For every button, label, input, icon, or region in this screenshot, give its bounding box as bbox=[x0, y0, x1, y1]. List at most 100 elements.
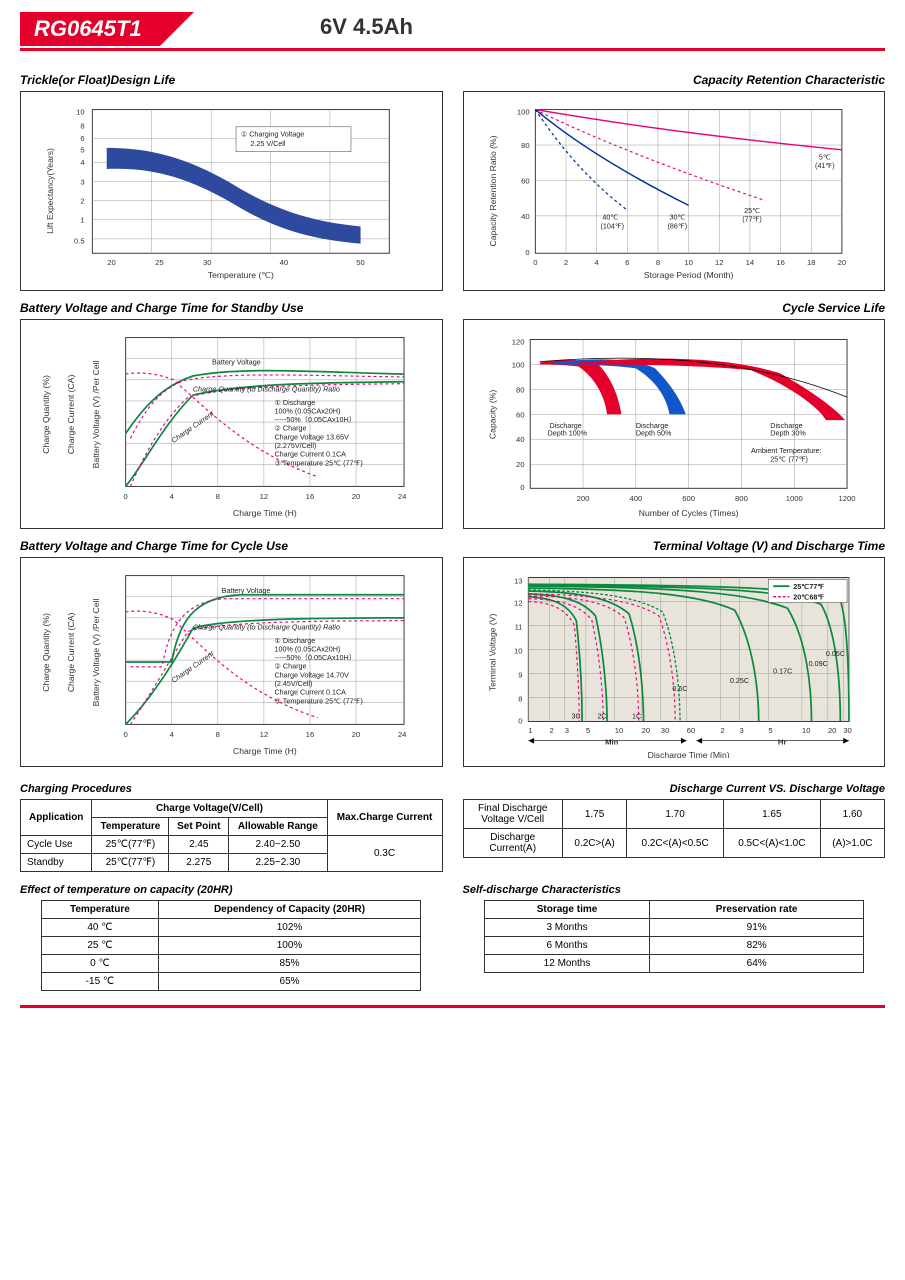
selfdischarge-block: Self-discharge Characteristics Storage t… bbox=[463, 878, 886, 991]
temp-effect-block: Effect of temperature on capacity (20HR)… bbox=[20, 878, 443, 991]
xtick: 30 bbox=[203, 258, 212, 267]
svg-text:5℃: 5℃ bbox=[818, 153, 830, 161]
table-row: 6 Months82% bbox=[484, 937, 863, 955]
ytick: 120 bbox=[511, 337, 524, 346]
ytick: 20 bbox=[515, 460, 524, 469]
svg-text:3C: 3C bbox=[571, 712, 580, 721]
terminal-title: Terminal Voltage (V) and Discharge Time bbox=[463, 539, 886, 553]
svg-text:25℃: 25℃ bbox=[744, 207, 760, 215]
cyclelife-section: Cycle Service Life DischargeDepth 100% D… bbox=[463, 301, 886, 529]
model-badge: RG0645T1 bbox=[20, 12, 160, 46]
svg-text:1: 1 bbox=[528, 726, 532, 735]
header-underline bbox=[20, 48, 885, 51]
svg-text:2: 2 bbox=[720, 726, 724, 735]
page-root: RG0645T1 6V 4.5Ah Trickle(or Float)Desig… bbox=[0, 0, 905, 1018]
ytick: 4 bbox=[80, 158, 85, 167]
ytick: 13 bbox=[514, 576, 523, 585]
selfdischarge-table: Storage timePreservation rate 3 Months91… bbox=[484, 900, 864, 973]
header-bar: RG0645T1 6V 4.5Ah bbox=[20, 12, 885, 48]
standby-title: Battery Voltage and Charge Time for Stan… bbox=[20, 301, 443, 315]
svg-text:Battery Voltage (V) /Per Cell: Battery Voltage (V) /Per Cell bbox=[91, 598, 101, 706]
col-temp: Temperature bbox=[92, 818, 169, 836]
trickle-callout-2: 2.25 V/Cell bbox=[250, 140, 285, 148]
svg-text:Charge Quantity (%): Charge Quantity (%) bbox=[41, 613, 51, 692]
standby-legend-box: ① Discharge 100% (0.05CAx20H) -----50%（0… bbox=[274, 398, 362, 467]
xtick: 400 bbox=[629, 494, 642, 503]
svg-text:10: 10 bbox=[614, 726, 623, 735]
table-row: Cycle Use 25℃(77℉) 2.45 2.40~2.50 0.3C bbox=[21, 836, 443, 854]
dischargevs-table: Final Discharge Voltage V/Cell 1.75 1.70… bbox=[463, 799, 886, 858]
standby-xticks: 04812162024 bbox=[124, 492, 408, 501]
ytick: 100 bbox=[511, 360, 524, 369]
ytick: 8 bbox=[518, 694, 522, 703]
table-row: Discharge Current(A) 0.2C>(A) 0.2C<(A)<0… bbox=[463, 829, 885, 858]
xlabel: Number of Cycles (Times) bbox=[638, 508, 738, 518]
svg-text:① Discharge: ① Discharge bbox=[274, 636, 315, 645]
svg-text:Depth 100%: Depth 100% bbox=[547, 429, 587, 438]
table-row: 40 ℃102% bbox=[42, 919, 421, 937]
svg-text:16: 16 bbox=[306, 730, 315, 739]
table-row: 25 ℃100% bbox=[42, 937, 421, 955]
svg-text:100% (0.05CAx20H): 100% (0.05CAx20H) bbox=[274, 406, 340, 415]
svg-text:2: 2 bbox=[563, 258, 567, 267]
cu-voltage-50 bbox=[130, 599, 404, 667]
ylabel: Capacity Retention Ratio (%) bbox=[488, 135, 498, 246]
svg-text:10: 10 bbox=[684, 258, 693, 267]
svg-text:(41℉): (41℉) bbox=[815, 162, 835, 170]
model-text: RG0645T1 bbox=[34, 16, 142, 42]
svg-text:24: 24 bbox=[398, 492, 407, 501]
xlabel: Storage Period (Month) bbox=[643, 270, 733, 280]
ytick: 0.5 bbox=[74, 237, 85, 246]
svg-text:1C: 1C bbox=[632, 712, 641, 721]
col-app: Application bbox=[21, 800, 92, 836]
cycleuse-xticks: 04812162024 bbox=[124, 730, 408, 739]
trickle-title: Trickle(or Float)Design Life bbox=[20, 73, 443, 87]
ytick: 12 bbox=[514, 598, 523, 607]
svg-text:(86℉): (86℉) bbox=[667, 222, 687, 230]
curve-40c bbox=[535, 110, 627, 211]
ytick: 1 bbox=[80, 216, 84, 225]
svg-text:② Charge: ② Charge bbox=[274, 424, 306, 433]
svg-text:20: 20 bbox=[827, 726, 836, 735]
xtick: 600 bbox=[682, 494, 695, 503]
svg-text:② Charge: ② Charge bbox=[274, 662, 306, 671]
svg-text:16: 16 bbox=[306, 492, 315, 501]
ytick: 10 bbox=[76, 107, 85, 116]
y3label: Battery Voltage (V) /Per Cell bbox=[91, 360, 101, 468]
xtick: 50 bbox=[356, 258, 365, 267]
col-set: Set Point bbox=[169, 818, 229, 836]
svg-text:(2.275V/Cell): (2.275V/Cell) bbox=[274, 441, 316, 450]
charging-title: Charging Procedures bbox=[20, 783, 443, 795]
svg-text:20: 20 bbox=[352, 492, 361, 501]
selfdischarge-title: Self-discharge Characteristics bbox=[463, 884, 886, 896]
cycleuse-chart: Battery Voltage Charge Quantity (to Disc… bbox=[20, 557, 443, 767]
y2label: Charge Current (CA) bbox=[66, 374, 76, 454]
svg-text:3: 3 bbox=[564, 726, 568, 735]
ytick: 11 bbox=[514, 622, 522, 631]
svg-text:③ Temperature 25℃ (77℉): ③ Temperature 25℃ (77℉) bbox=[274, 458, 362, 467]
xlabel: Discharge Time (Min) bbox=[647, 750, 729, 758]
trickle-callout-1: ① Charging Voltage bbox=[241, 130, 304, 138]
svg-text:0: 0 bbox=[124, 492, 128, 501]
svg-text:2C: 2C bbox=[597, 712, 606, 721]
svg-text:-----50%（0.05CAx10H）: -----50%（0.05CAx10H） bbox=[274, 653, 355, 662]
cu-qty-50 bbox=[130, 621, 404, 725]
xlabel: Charge Time (H) bbox=[233, 508, 297, 518]
table-row: 3 Months91% bbox=[484, 919, 863, 937]
svg-text:Depth 50%: Depth 50% bbox=[635, 429, 671, 438]
svg-text:Charge Voltage 14.70V: Charge Voltage 14.70V bbox=[274, 670, 349, 679]
col-max: Max.Charge Current bbox=[327, 800, 442, 836]
svg-text:20: 20 bbox=[352, 730, 361, 739]
table-row: 0 ℃85% bbox=[42, 955, 421, 973]
svg-text:3: 3 bbox=[739, 726, 743, 735]
ytick: 60 bbox=[521, 176, 530, 185]
svg-text:30℃: 30℃ bbox=[669, 214, 685, 222]
svg-text:10: 10 bbox=[801, 726, 810, 735]
retention-section: Capacity Retention Characteristic bbox=[463, 73, 886, 291]
cu-qty bbox=[126, 618, 404, 725]
band-50 bbox=[554, 359, 686, 414]
col-range: Allowable Range bbox=[229, 818, 327, 836]
svg-text:60: 60 bbox=[686, 726, 695, 735]
svg-text:0.17C: 0.17C bbox=[773, 667, 792, 676]
retention-chart: 40℃(104℉) 30℃(86℉) 25℃(77℉) 5℃(41℉) 100 … bbox=[463, 91, 886, 291]
